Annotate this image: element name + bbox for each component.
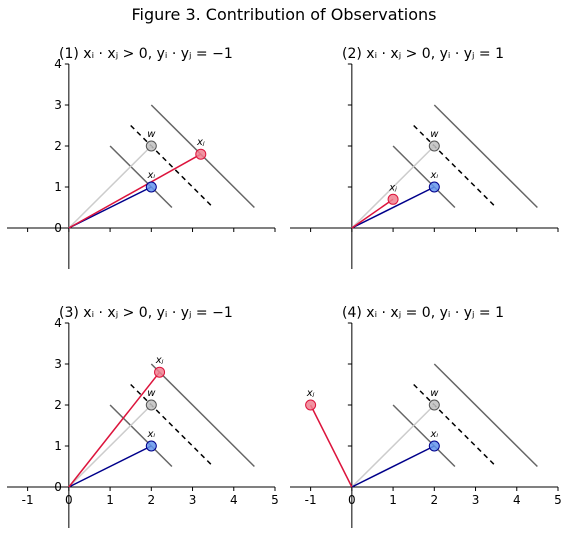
vector-w <box>68 404 152 488</box>
hyperplane-2-line <box>433 104 538 209</box>
y-tick-label: 1 <box>54 180 62 194</box>
point-w <box>145 140 157 152</box>
point-label-w: w <box>430 388 439 399</box>
x-tick-label: 1 <box>106 493 114 507</box>
margin-line <box>130 124 214 209</box>
point-xi <box>145 440 157 452</box>
x-tick-label: 0 <box>65 493 73 507</box>
y-tick-label: 4 <box>54 57 62 71</box>
vector-xj <box>309 404 353 488</box>
point-label-xj: xⱼ <box>388 182 397 193</box>
hyperplane-1-line <box>109 145 173 209</box>
margin-line <box>413 124 497 209</box>
subplot-1: (1) xᵢ · xⱼ > 0, yᵢ · yⱼ = −1 0 1 2 3 4 w xᵢ xⱼ <box>7 46 276 269</box>
point-w <box>428 399 440 411</box>
point-w <box>428 140 440 152</box>
x-tick-label: 5 <box>271 493 279 507</box>
vector-xi <box>351 445 435 488</box>
hyperplane-1-line <box>392 145 456 209</box>
point-xj <box>387 193 399 205</box>
x-tick-label: 2 <box>430 493 438 507</box>
point-label-xj: xⱼ <box>306 388 315 399</box>
hyperplane-1-line <box>109 404 173 468</box>
y-tick-label: 2 <box>54 398 62 412</box>
point-label-w: w <box>147 388 156 399</box>
point-xj <box>195 148 207 160</box>
subplot-title: (2) xᵢ · xⱼ > 0, yᵢ · yⱼ = 1 <box>342 46 504 62</box>
point-xi <box>428 440 440 452</box>
vector-w <box>68 145 152 229</box>
vector-w <box>351 145 435 229</box>
hyperplane-2-line <box>150 363 255 468</box>
point-label-xj: xⱼ <box>155 355 164 366</box>
point-xj <box>154 366 166 378</box>
hyperplane-2-line <box>433 363 538 468</box>
y-tick-label: 0 <box>54 480 62 494</box>
x-tick-label: 3 <box>472 493 480 507</box>
point-label-xi: xᵢ <box>146 170 155 181</box>
margin-line <box>413 383 497 468</box>
y-tick-label: 2 <box>54 139 62 153</box>
y-tick-label: 4 <box>54 316 62 330</box>
x-tick-label: 4 <box>230 493 238 507</box>
x-tick-label: 2 <box>147 493 155 507</box>
y-tick-label: 1 <box>54 439 62 453</box>
y-tick-label: 3 <box>54 98 62 112</box>
point-w <box>145 399 157 411</box>
point-label-xi: xᵢ <box>429 429 438 440</box>
figure-title: Figure 3. Contribution of Observations <box>132 5 437 24</box>
vector-xj <box>68 153 202 229</box>
point-label-xi: xᵢ <box>146 429 155 440</box>
vector-xj <box>351 198 394 229</box>
vector-xj <box>68 371 161 488</box>
point-label-xj: xⱼ <box>196 137 205 148</box>
point-label-xi: xᵢ <box>429 170 438 181</box>
y-tick-label: 3 <box>54 357 62 371</box>
subplot-3: (3) xᵢ · xⱼ > 0, yᵢ · yⱼ = −1 -1 0 1 2 3 4 5 0 1 2… <box>7 305 279 528</box>
margin-line <box>130 383 214 468</box>
x-tick-label: 4 <box>513 493 521 507</box>
vector-w <box>351 404 435 488</box>
point-label-w: w <box>147 129 156 140</box>
subplot-4: (4) xᵢ · xⱼ = 0, yᵢ · yⱼ = 1 -1 0 1 2 3 4 5 w xᵢ x… <box>290 305 562 528</box>
subplot-grid: (1) xᵢ · xⱼ > 0, yᵢ · yⱼ = −101234wxᵢxⱼ(… <box>7 46 562 528</box>
hyperplane-1-line <box>392 404 456 468</box>
x-tick-label: -1 <box>305 493 317 507</box>
subplot-2: (2) xᵢ · xⱼ > 0, yᵢ · yⱼ = 1 w xᵢ xⱼ <box>290 46 559 269</box>
vector-xi <box>351 186 435 229</box>
subplot-title: (1) xᵢ · xⱼ > 0, yᵢ · yⱼ = −1 <box>59 46 233 62</box>
x-tick-label: 0 <box>348 493 356 507</box>
point-xj <box>305 399 317 411</box>
subplot-title: (3) xᵢ · xⱼ > 0, yᵢ · yⱼ = −1 <box>59 305 233 321</box>
subplot-title: (4) xᵢ · xⱼ = 0, yᵢ · yⱼ = 1 <box>342 305 504 321</box>
x-tick-label: 1 <box>389 493 397 507</box>
point-label-w: w <box>430 129 439 140</box>
y-tick-label: 0 <box>54 221 62 235</box>
x-tick-label: 3 <box>189 493 197 507</box>
vector-xi <box>68 445 152 488</box>
x-tick-label: 5 <box>554 493 562 507</box>
point-xi <box>428 181 440 193</box>
point-xi <box>145 181 157 193</box>
x-tick-label: -1 <box>22 493 34 507</box>
